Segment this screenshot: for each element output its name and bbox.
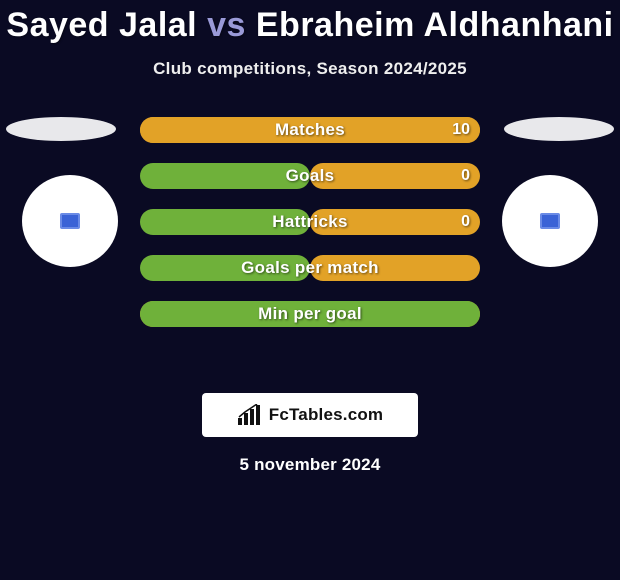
stat-value-right: 10 xyxy=(452,121,470,139)
player1-country-oval xyxy=(6,117,116,141)
stat-label: Goals per match xyxy=(241,258,379,278)
stat-pill: Matches 10 xyxy=(140,117,480,143)
club-crest-icon xyxy=(60,213,80,229)
stat-pill: Goals per match xyxy=(140,255,480,281)
club-crest-icon xyxy=(540,213,560,229)
subtitle: Club competitions, Season 2024/2025 xyxy=(0,59,620,79)
vs-separator: vs xyxy=(207,6,246,44)
stat-fill-right xyxy=(310,163,480,189)
stat-label: Matches xyxy=(275,120,345,140)
player1-club-badge xyxy=(22,175,118,267)
stat-pill: Goals 0 xyxy=(140,163,480,189)
stats-arena: Matches 10 Goals 0 Hattricks 0 Goals per match… xyxy=(0,117,620,377)
stat-pill: Hattricks 0 xyxy=(140,209,480,235)
stat-label: Goals xyxy=(286,166,335,186)
snapshot-date: 5 november 2024 xyxy=(0,455,620,475)
brand-badge: FcTables.com xyxy=(202,393,418,437)
player2-club-badge xyxy=(502,175,598,267)
brand-text: FcTables.com xyxy=(269,405,384,425)
brand-bars-icon xyxy=(237,404,263,426)
comparison-title: Sayed Jalal vs Ebraheim Aldhanhani xyxy=(0,0,620,45)
player1-name: Sayed Jalal xyxy=(6,6,197,44)
stat-pill-list: Matches 10 Goals 0 Hattricks 0 Goals per match… xyxy=(140,117,480,347)
stat-fill-left xyxy=(140,163,310,189)
stat-value-right: 0 xyxy=(461,167,470,185)
player2-country-oval xyxy=(504,117,614,141)
stat-label: Hattricks xyxy=(272,212,347,232)
stat-label: Min per goal xyxy=(258,304,362,324)
stat-pill: Min per goal xyxy=(140,301,480,327)
player2-name: Ebraheim Aldhanhani xyxy=(256,6,614,44)
stat-value-right: 0 xyxy=(461,213,470,231)
